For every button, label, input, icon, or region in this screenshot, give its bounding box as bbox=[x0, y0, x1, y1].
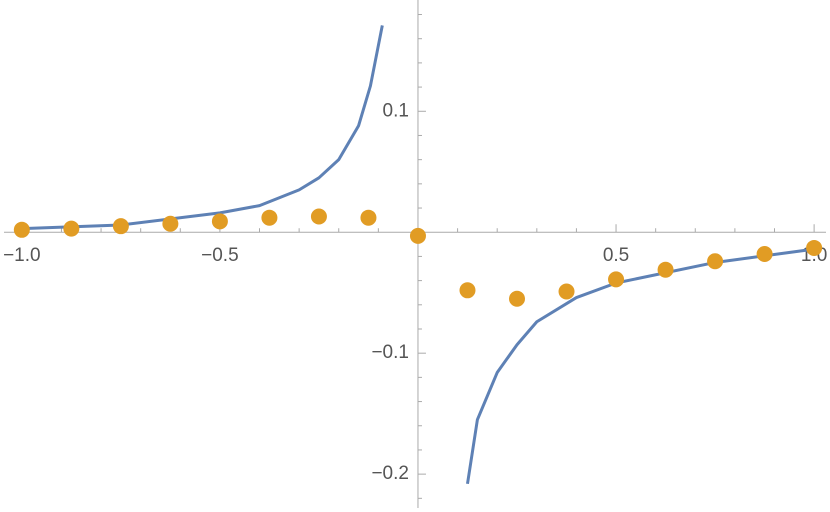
point bbox=[211, 213, 228, 230]
y-tick-label: −0.2 bbox=[371, 463, 409, 484]
point bbox=[261, 209, 278, 226]
point bbox=[409, 227, 426, 244]
point bbox=[509, 290, 526, 307]
point bbox=[162, 215, 179, 232]
x-tick-label: −1.0 bbox=[3, 245, 41, 266]
point bbox=[756, 246, 773, 262]
point bbox=[459, 282, 476, 299]
x-tick-label: 0.5 bbox=[603, 245, 629, 266]
point bbox=[608, 271, 625, 288]
y-tick-label: −0.1 bbox=[371, 342, 409, 363]
y-tick-label: 0.1 bbox=[383, 100, 409, 121]
point bbox=[558, 283, 575, 300]
point bbox=[63, 220, 80, 237]
point bbox=[360, 209, 377, 226]
point bbox=[13, 221, 30, 238]
x-tick-label: −0.5 bbox=[201, 245, 239, 266]
point bbox=[112, 218, 129, 235]
point bbox=[707, 253, 724, 270]
point bbox=[657, 261, 674, 278]
point bbox=[806, 239, 823, 256]
point bbox=[310, 208, 327, 225]
